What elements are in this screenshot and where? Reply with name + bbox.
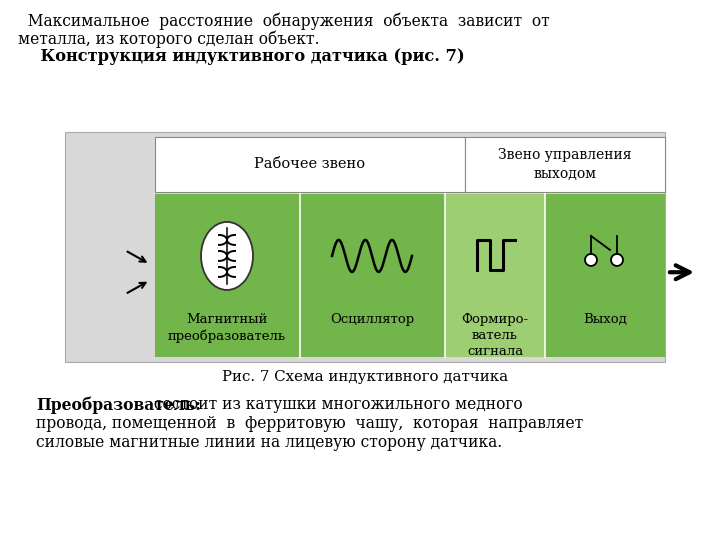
Text: Магнитный
преобразователь: Магнитный преобразователь — [168, 313, 286, 343]
Bar — [445, 194, 545, 357]
Text: состоит из катушки многожильного медного: состоит из катушки многожильного медного — [149, 396, 523, 413]
Bar — [155, 194, 665, 357]
Text: Звено управления
выходом: Звено управления выходом — [498, 148, 631, 181]
Bar — [465, 137, 665, 192]
Bar — [65, 132, 665, 362]
Text: Формиро-
ватель
сигнала: Формиро- ватель сигнала — [462, 313, 528, 358]
Circle shape — [611, 254, 623, 266]
Text: металла, из которого сделан объект.: металла, из которого сделан объект. — [18, 31, 320, 49]
Text: Максимальное  расстояние  обнаружения  объекта  зависит  от: Максимальное расстояние обнаружения объе… — [18, 12, 550, 30]
Bar — [155, 137, 465, 192]
Text: Конструкция индуктивного датчика (рис. 7): Конструкция индуктивного датчика (рис. 7… — [18, 48, 464, 65]
Text: Осциллятор: Осциллятор — [330, 313, 414, 326]
Text: Преобразователь:: Преобразователь: — [36, 396, 201, 414]
Ellipse shape — [201, 222, 253, 290]
Text: провода, помещенной  в  ферритовую  чашу,  которая  направляет: провода, помещенной в ферритовую чашу, к… — [36, 415, 583, 432]
Text: Выход: Выход — [583, 313, 627, 326]
Text: Рабочее звено: Рабочее звено — [254, 158, 366, 172]
Circle shape — [585, 254, 597, 266]
Text: Рис. 7 Схема индуктивного датчика: Рис. 7 Схема индуктивного датчика — [222, 370, 508, 384]
Text: силовые магнитные линии на лицевую сторону датчика.: силовые магнитные линии на лицевую сторо… — [36, 434, 503, 451]
